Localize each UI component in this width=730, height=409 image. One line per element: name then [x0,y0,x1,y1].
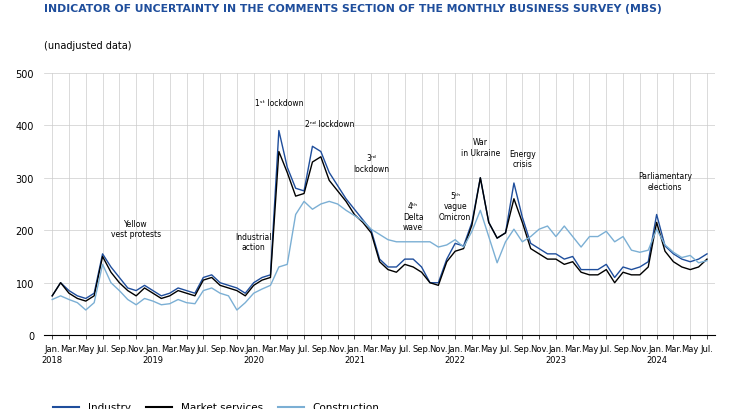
Text: Parliamentary
elections: Parliamentary elections [638,172,692,191]
Text: 1ˢᵗ lockdown: 1ˢᵗ lockdown [255,99,303,108]
Text: 3ʳᵈ
lockdown: 3ʳᵈ lockdown [353,154,389,173]
Text: 5ᵗʰ
vague
Omicron: 5ᵗʰ vague Omicron [439,191,472,221]
Text: Energy
crisis: Energy crisis [509,150,536,169]
Text: INDICATOR OF UNCERTAINTY IN THE COMMENTS SECTION OF THE MONTHLY BUSINESS SURVEY : INDICATOR OF UNCERTAINTY IN THE COMMENTS… [44,4,661,14]
Text: (unadjusted data): (unadjusted data) [44,41,131,51]
Text: War
in Ukraine: War in Ukraine [461,138,500,157]
Text: 2ⁿᵈ lockdown: 2ⁿᵈ lockdown [304,119,354,128]
Text: Yellow
vest protests: Yellow vest protests [111,219,161,238]
Text: Industrial
action: Industrial action [235,232,272,252]
Legend: Industry, Market services, Construction: Industry, Market services, Construction [49,398,384,409]
Text: 4ᵗʰ
Delta
wave: 4ᵗʰ Delta wave [403,202,423,232]
